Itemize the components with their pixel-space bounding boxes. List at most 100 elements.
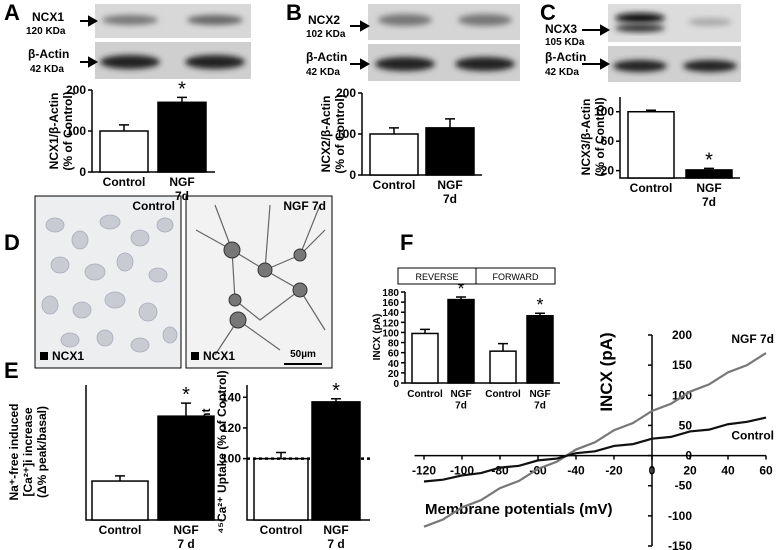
category-label: NGF 7d <box>437 178 462 206</box>
significance-mark: * <box>332 380 340 402</box>
error-bar <box>420 328 430 334</box>
bar <box>425 127 475 176</box>
y-tick-label: 120 <box>382 318 399 329</box>
y-tick-label: 180 <box>382 288 399 299</box>
bar <box>157 415 215 521</box>
bar <box>369 133 419 176</box>
series-label: Control <box>731 429 774 443</box>
y-axis-label: (% of Control) <box>333 94 347 173</box>
bar <box>627 110 675 179</box>
y-tick-label: 0 <box>79 165 86 179</box>
micrograph-images <box>34 195 333 369</box>
y-tick-label: 140 <box>382 308 399 319</box>
category-label: Control <box>373 178 416 192</box>
y-axis-label: Na⁺-free induced <box>7 403 21 500</box>
y-tick-label: 140 <box>221 390 241 404</box>
category-label: Control <box>485 389 521 400</box>
y-tick-label: 40 <box>388 359 400 370</box>
scale-bar-label: 50µm <box>290 349 316 360</box>
y-axis-label: Na⁺ Dependent <box>199 408 213 495</box>
bar <box>91 480 149 521</box>
error-bar <box>498 342 508 352</box>
bar <box>447 298 475 384</box>
y-axis-label: (Δ% peak/basal) <box>35 406 49 498</box>
bar <box>411 332 439 384</box>
x-axis-label: Membrane potentials (mV) <box>425 501 613 518</box>
significance-mark: * <box>536 295 543 315</box>
blot-size: 120 KDa <box>26 26 66 37</box>
x-tick-label: -20 <box>605 464 623 478</box>
blot-label: NCX1 <box>32 10 64 24</box>
error-bar <box>704 167 714 170</box>
category-label: NGF 7d <box>169 175 194 203</box>
y-tick-label: 60 <box>388 349 400 360</box>
error-bar <box>646 109 656 112</box>
blot-label: β-Actin <box>545 50 586 64</box>
significance-mark: * <box>705 149 713 171</box>
y-tick-label: 80 <box>388 339 400 350</box>
blot-size: 102 KDa <box>306 29 346 40</box>
y-axis-label: NCX2/β-Actin <box>319 96 333 173</box>
blot-label: β-Actin <box>28 47 69 61</box>
y-axis-label: [Ca²⁺]i increase <box>21 407 35 496</box>
error-bar <box>331 398 341 402</box>
micrograph-stain: NCX1 <box>203 349 235 363</box>
blot-label: NCX2 <box>308 13 340 27</box>
y-tick-label: -150 <box>668 539 692 550</box>
error-bar <box>535 312 545 316</box>
y-tick-label: -100 <box>668 509 692 523</box>
y-tick-label: 100 <box>594 105 614 119</box>
y-tick-label: -50 <box>675 479 693 493</box>
significance-mark: * <box>178 78 186 100</box>
group-box <box>475 267 556 285</box>
y-axis-label: (% of Control) <box>593 97 607 176</box>
y-axis-label: INCX (pA) <box>372 314 383 361</box>
category-label: Control <box>103 175 146 189</box>
micrograph-title: NGF 7d <box>283 199 326 213</box>
x-tick-label: 0 <box>649 464 656 478</box>
y-tick-label: 0 <box>349 168 356 182</box>
series-label: NGF 7d <box>731 332 774 346</box>
blot-size: 42 KDa <box>30 64 64 75</box>
y-tick-label: 0 <box>685 449 692 463</box>
blot-label: β-Actin <box>306 50 347 64</box>
bar <box>489 350 517 384</box>
y-axis-label: INCX (pA) <box>597 332 616 411</box>
x-tick-label: -40 <box>567 464 585 478</box>
bar <box>526 315 554 384</box>
panel-label: E <box>4 358 19 383</box>
y-tick-label: 200 <box>336 86 356 100</box>
y-axis-label: NCX3/β-Actin <box>579 99 593 176</box>
significance-mark: * <box>457 279 464 299</box>
blot-label: NCX3 <box>545 22 577 36</box>
y-tick-label: 120 <box>221 421 241 435</box>
panel-label: C <box>540 0 556 25</box>
category-label: NGF 7d <box>529 389 550 412</box>
category-label: Control <box>630 181 673 195</box>
y-axis-label: (% of Control) <box>61 91 75 170</box>
group-label: REVERSE <box>415 272 458 282</box>
y-tick-label: 100 <box>221 452 241 466</box>
error-bar <box>389 127 399 134</box>
y-axis-label: NCX1/β-Actin <box>47 93 61 170</box>
y-tick-label: 200 <box>66 83 86 97</box>
y-tick-label: 0 <box>393 379 399 390</box>
error-bar <box>115 475 125 482</box>
panel-label: B <box>286 0 302 25</box>
error-bar <box>456 296 466 300</box>
category-label: Control <box>407 389 443 400</box>
bar <box>157 101 207 173</box>
x-tick-label: 60 <box>759 464 773 478</box>
y-tick-label: 200 <box>672 328 692 342</box>
y-tick-label: 50 <box>679 418 693 432</box>
x-tick-label: 20 <box>683 464 697 478</box>
y-axis-label: ⁴⁵Ca²⁺ Uptake (% of Control) <box>215 370 229 533</box>
group-label: FORWARD <box>493 272 539 282</box>
y-tick-label: 20 <box>601 164 615 178</box>
blot-arrows <box>80 15 611 70</box>
panel-label: F <box>400 230 413 255</box>
blot-size: 42 KDa <box>306 67 340 78</box>
micrograph-stain: NCX1 <box>52 349 84 363</box>
y-tick-label: 100 <box>66 124 86 138</box>
